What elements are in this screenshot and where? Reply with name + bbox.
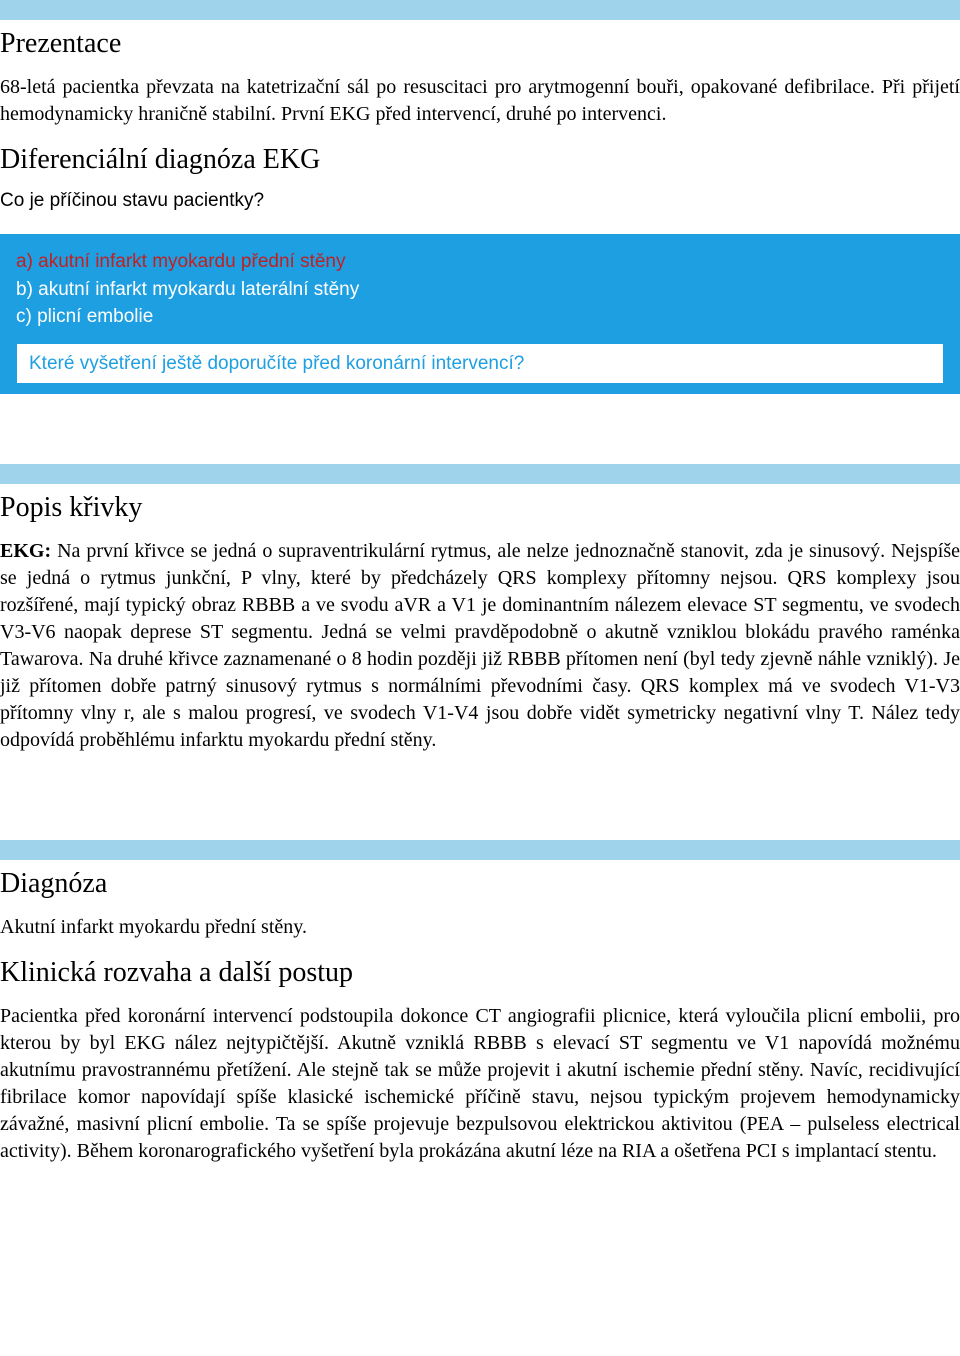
section-bar [0,464,960,484]
curve-label: EKG: [0,540,51,562]
presentation-text: 68-letá pacientka převzata na katetrizač… [0,74,960,128]
section-bar [0,0,960,20]
spacer [0,394,960,436]
heading-prezentace: Prezentace [0,28,960,60]
answer-options-box: a) akutní infarkt myokardu přední stěny … [0,234,960,394]
spacer [0,770,960,812]
heading-diagnosis: Diagnóza [0,868,960,900]
curve-text: EKG: Na první křivce se jedná o supraven… [0,538,960,754]
followup-question-text: Které vyšetření ještě doporučíte před ko… [29,353,524,374]
section-bar [0,840,960,860]
option-c: c) plicní embolie [16,303,944,331]
heading-curve: Popis křivky [0,492,960,524]
page: Prezentace 68-letá pacientka převzata na… [0,0,960,1165]
heading-differential: Diferenciální diagnóza EKG [0,144,960,176]
option-a: a) akutní infarkt myokardu přední stěny [16,248,944,276]
followup-question-box: Které vyšetření ještě doporučíte před ko… [16,343,944,385]
option-b: b) akutní infarkt myokardu laterální stě… [16,276,944,304]
heading-clinical: Klinická rozvaha a další postup [0,957,960,989]
clinical-text: Pacientka před koronární intervencí pods… [0,1003,960,1165]
curve-body: Na první křivce se jedná o supraventriku… [0,540,960,751]
diagnosis-text: Akutní infarkt myokardu přední stěny. [0,914,960,941]
differential-question: Co je příčinou stavu pacientky? [0,190,960,212]
